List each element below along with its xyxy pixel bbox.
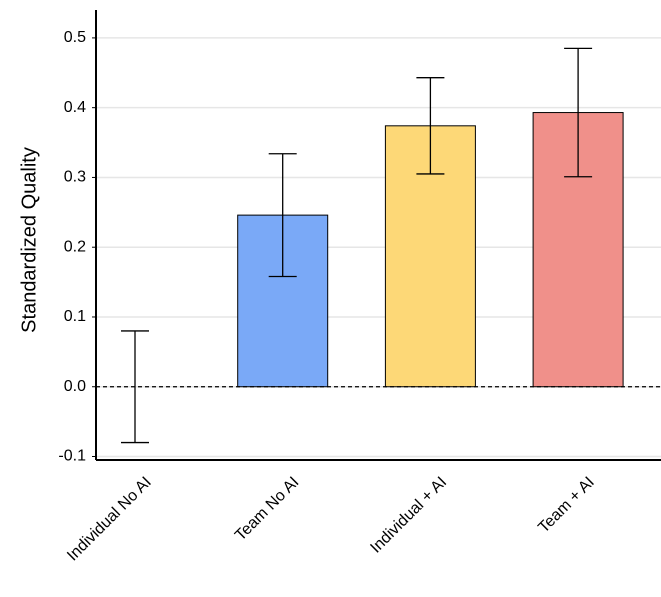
y-tick-label: 0.5 bbox=[64, 29, 86, 46]
y-tick-label: 0.4 bbox=[64, 99, 86, 116]
y-tick-label: 0.3 bbox=[64, 169, 86, 186]
x-tick-label: Team No AI bbox=[232, 474, 303, 545]
x-tick-label: Individual No AI bbox=[64, 474, 155, 565]
x-tick-label: Team + AI bbox=[535, 474, 598, 537]
y-tick-label: 0.1 bbox=[64, 308, 86, 325]
x-tick-label: Individual + AI bbox=[367, 474, 450, 557]
y-tick-label: 0.0 bbox=[64, 378, 86, 395]
y-axis-label: Standardized Quality bbox=[18, 147, 40, 333]
y-tick-label: -0.1 bbox=[58, 448, 86, 465]
y-tick-label: 0.2 bbox=[64, 238, 86, 255]
